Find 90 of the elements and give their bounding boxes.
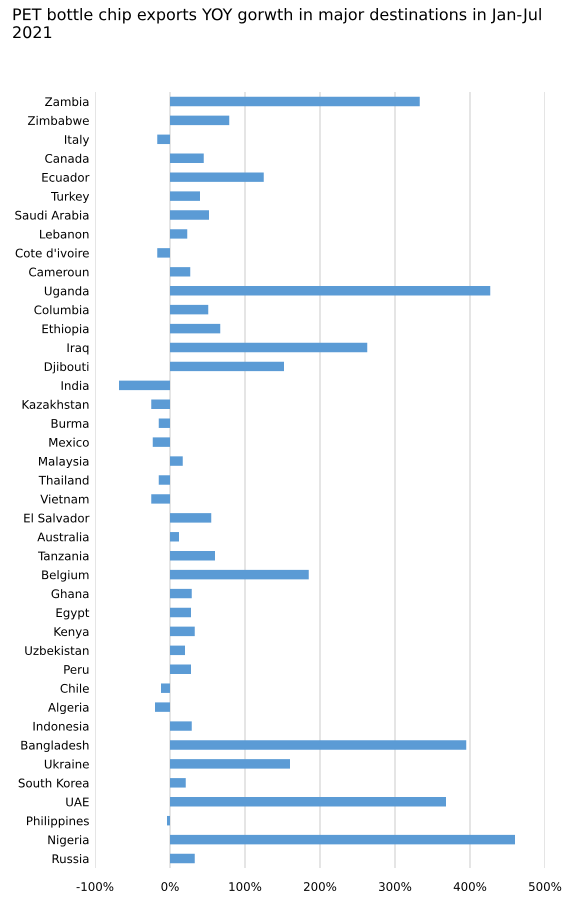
- y-tick-label: Vietnam: [40, 494, 88, 504]
- y-tick-label: Kenya: [54, 627, 88, 638]
- bar: [170, 797, 446, 806]
- bar: [155, 702, 170, 712]
- bar: [170, 172, 264, 182]
- bar: [157, 248, 170, 258]
- bar: [170, 267, 190, 277]
- y-tick-label: Turkey: [50, 192, 90, 204]
- y-tick-label: Kazakhstan: [22, 400, 88, 409]
- y-tick-label: Cote d'ivoire: [16, 248, 89, 258]
- bar: [157, 134, 170, 144]
- y-tick-label: Mexico: [49, 438, 89, 447]
- y-tick-label: Ethiopia: [42, 324, 88, 336]
- bar: [151, 400, 170, 410]
- bar: [170, 646, 185, 656]
- x-tick-label: 400%: [454, 882, 486, 892]
- y-tick-label: Egypt: [56, 608, 90, 620]
- y-tick-label: Australia: [37, 532, 88, 542]
- y-tick-label: Burma: [52, 419, 88, 428]
- bar: [170, 513, 212, 523]
- chart-title: PET bottle chip exports YOY gorwth in major destinations in Jan-Jul 2021: [13, 8, 541, 38]
- x-tick-label: -100%: [76, 882, 114, 892]
- y-tick-label: Canada: [45, 154, 88, 163]
- y-tick-label: Nigeria: [48, 835, 88, 847]
- y-tick-label: Malaysia: [39, 456, 88, 468]
- y-tick-label: El Salvador: [24, 513, 90, 523]
- y-tick-label: Lebanon: [40, 229, 88, 239]
- bar: [170, 362, 284, 372]
- bar: [170, 834, 515, 844]
- y-tick-label: Ecuador: [42, 172, 90, 182]
- bar: [170, 456, 183, 466]
- bar: [152, 437, 170, 447]
- bar: [170, 342, 368, 352]
- x-tick-label: 500%: [529, 882, 562, 892]
- bar: [170, 759, 290, 769]
- y-tick-label: Chile: [60, 684, 89, 693]
- bar: [161, 683, 170, 693]
- y-tick-label: Philippines: [27, 816, 89, 828]
- y-tick-label: Belgium: [42, 570, 88, 582]
- y-tick-label: Ghana: [52, 589, 88, 598]
- bar: [170, 854, 195, 864]
- y-tick-label: Ukraine: [44, 759, 89, 769]
- y-tick-label: Italy: [64, 134, 90, 146]
- bar: [170, 96, 420, 106]
- y-tick-label: UAE: [66, 798, 89, 806]
- y-tick-label: Tanzania: [38, 551, 88, 560]
- y-tick-label: Russia: [52, 854, 88, 864]
- y-tick-label: Saudi Arabia: [15, 210, 88, 220]
- bar: [170, 721, 192, 731]
- x-tick-label: 300%: [379, 882, 412, 892]
- x-tick-label: 0%: [161, 882, 179, 892]
- y-tick-label: Iraq: [68, 343, 88, 354]
- x-tick-label: 200%: [304, 882, 336, 892]
- y-tick-label: India: [62, 380, 88, 390]
- bar: [170, 191, 200, 201]
- bar: [170, 740, 466, 750]
- bar: [170, 532, 179, 542]
- y-tick-label: Algeria: [48, 702, 88, 714]
- y-tick-label: Zimbabwe: [28, 116, 89, 126]
- bar: [170, 210, 209, 220]
- y-tick-label: Peru: [64, 665, 88, 674]
- bar: [119, 380, 170, 390]
- y-tick-label: Bangladesh: [21, 740, 88, 752]
- bar: [170, 304, 208, 314]
- bar: [170, 116, 230, 126]
- y-tick-label: Djibouti: [44, 362, 88, 374]
- bar: [170, 570, 309, 580]
- bar: [170, 286, 490, 296]
- bar: [170, 626, 195, 636]
- bar: [170, 154, 204, 163]
- x-tick-label: 100%: [229, 882, 262, 892]
- y-tick-label: Columbia: [34, 305, 88, 314]
- y-tick-label: South Korea: [18, 778, 88, 788]
- bar: [158, 475, 170, 485]
- y-tick-label: Zambia: [45, 96, 88, 106]
- bar: [170, 778, 186, 788]
- bar: [170, 664, 191, 674]
- y-tick-label: Cameroun: [29, 268, 88, 276]
- bar: [151, 494, 170, 504]
- y-tick-label: Uzbekistan: [25, 646, 88, 655]
- y-tick-label: Uganda: [44, 286, 88, 298]
- bar: [170, 608, 191, 618]
- bar: [158, 418, 170, 428]
- y-tick-label: Thailand: [38, 476, 88, 485]
- bar: [170, 324, 220, 334]
- bar: [170, 229, 188, 239]
- bar: [170, 588, 192, 598]
- y-tick-label: Indonesia: [34, 722, 88, 731]
- bar: [167, 816, 170, 826]
- bar: [170, 550, 215, 560]
